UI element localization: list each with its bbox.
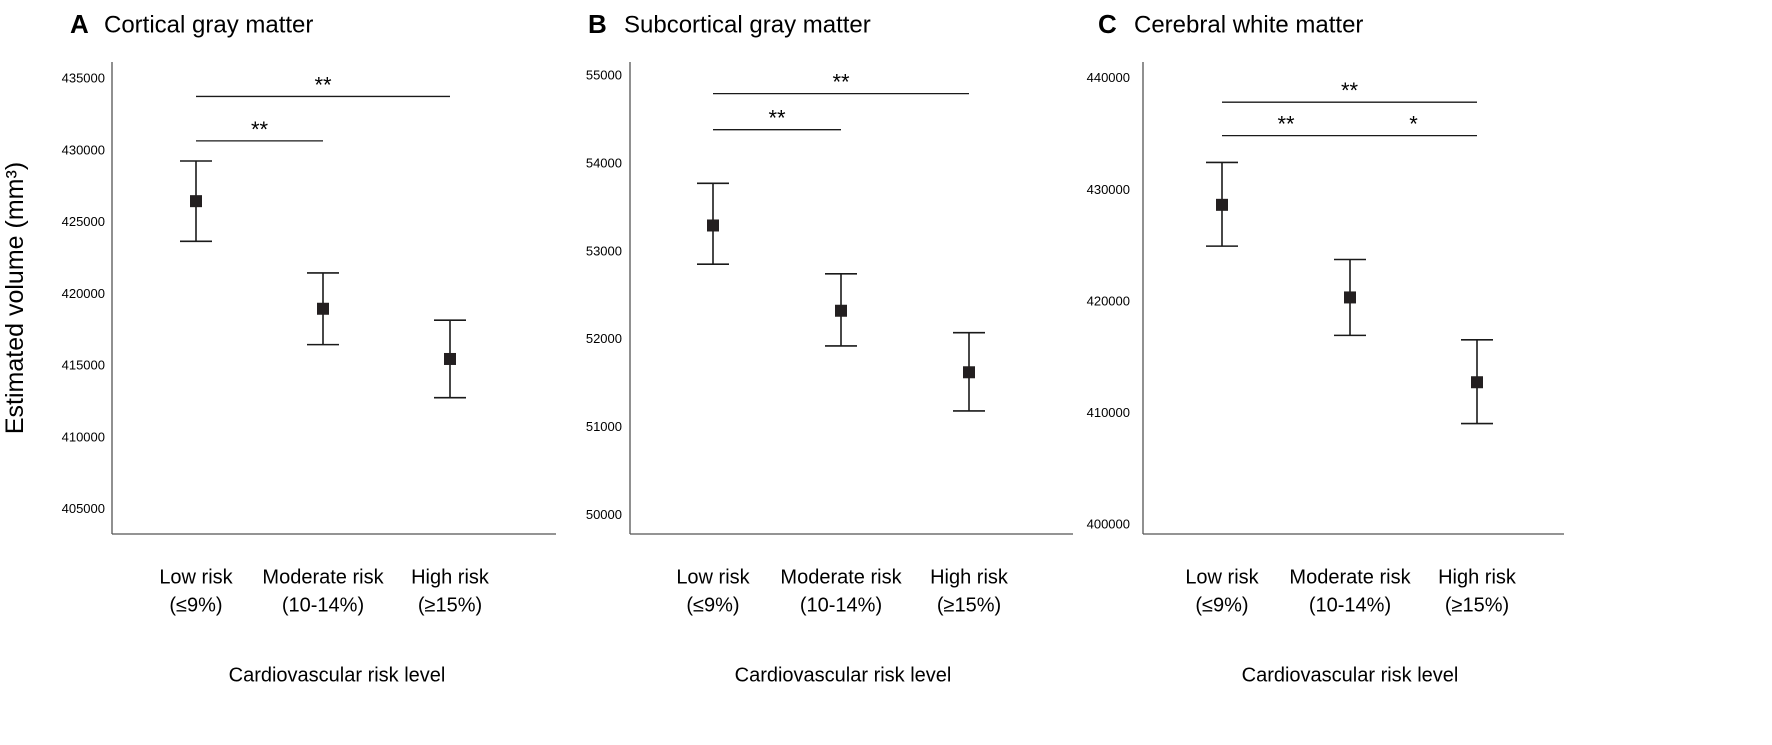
category-label-range: (≤9%): [686, 594, 739, 616]
category-label: High risk: [930, 566, 1009, 588]
significance-label: **: [314, 72, 332, 97]
category-label-range: (≥15%): [418, 594, 482, 616]
mean-marker: [963, 366, 975, 379]
y-tick-label: 52000: [586, 331, 622, 346]
y-tick-label: 435000: [62, 71, 105, 86]
category-label-range: (≤9%): [169, 594, 222, 616]
significance-label: **: [251, 117, 269, 142]
panel-title: Subcortical gray matter: [624, 11, 871, 38]
significance-label: *: [1409, 112, 1418, 137]
category-label-range: (10-14%): [1309, 594, 1391, 616]
chart-panel-b: B Subcortical gray matter 50000 51000 52000 5…: [586, 9, 1073, 686]
y-tick-label: 440000: [1087, 70, 1130, 85]
y-tick-label: 55000: [586, 68, 622, 83]
y-axis-label: Estimated volume (mm³): [1, 162, 29, 434]
y-tick-label: 53000: [586, 243, 622, 258]
mean-marker: [1344, 291, 1356, 304]
category-label-range: (10-14%): [800, 594, 882, 616]
category-label: High risk: [411, 566, 490, 588]
category-label-range: (≥15%): [1445, 594, 1509, 616]
category-label-range: (≥15%): [937, 594, 1001, 616]
panel-letter: B: [588, 9, 607, 39]
category-label: Low risk: [676, 566, 750, 588]
x-axis-label: Cardiovascular risk level: [735, 664, 952, 686]
panel-title: Cerebral white matter: [1134, 11, 1363, 38]
x-axis-label: Cardiovascular risk level: [1242, 664, 1459, 686]
panel-letter: A: [70, 9, 89, 39]
y-tick-label: 405000: [62, 501, 105, 516]
significance-label: **: [1277, 112, 1295, 137]
mean-marker: [317, 302, 329, 315]
panels: A Cortical gray matter 405000 410000 415000 4…: [62, 9, 1564, 686]
mean-marker: [835, 304, 847, 317]
significance-label: **: [832, 70, 850, 95]
panel-title: Cortical gray matter: [104, 11, 313, 38]
category-label: Low risk: [159, 566, 233, 588]
significance-label: **: [768, 106, 786, 131]
mean-marker: [1216, 198, 1228, 211]
chart-panel-a: A Cortical gray matter 405000 410000 415000 4…: [62, 9, 556, 686]
category-label: Low risk: [1185, 566, 1259, 588]
y-tick-label: 415000: [62, 358, 105, 373]
mean-marker: [190, 195, 202, 208]
mean-marker: [444, 352, 456, 365]
category-label-range: (10-14%): [282, 594, 364, 616]
category-label: Moderate risk: [262, 566, 384, 588]
y-tick-label: 410000: [1087, 405, 1130, 420]
y-tick-label: 420000: [1087, 293, 1130, 308]
y-tick-label: 410000: [62, 429, 105, 444]
mean-marker: [1471, 376, 1483, 389]
y-tick-label: 425000: [62, 214, 105, 229]
category-label: High risk: [1438, 566, 1517, 588]
y-tick-label: 54000: [586, 155, 622, 170]
category-label: Moderate risk: [1289, 566, 1411, 588]
panel-letter: C: [1098, 9, 1117, 39]
chart-panel-c: C Cerebral white matter 400000 410000 420000…: [1087, 9, 1564, 686]
mean-marker: [707, 219, 719, 232]
y-tick-label: 420000: [62, 286, 105, 301]
y-tick-label: 51000: [586, 419, 622, 434]
y-tick-label: 430000: [62, 142, 105, 157]
y-tick-label: 50000: [586, 507, 622, 522]
category-label: Moderate risk: [780, 566, 902, 588]
x-axis-label: Cardiovascular risk level: [229, 664, 446, 686]
significance-label: **: [1341, 78, 1359, 103]
y-tick-label: 400000: [1087, 517, 1130, 532]
category-label-range: (≤9%): [1195, 594, 1248, 616]
y-tick-label: 430000: [1087, 182, 1130, 197]
